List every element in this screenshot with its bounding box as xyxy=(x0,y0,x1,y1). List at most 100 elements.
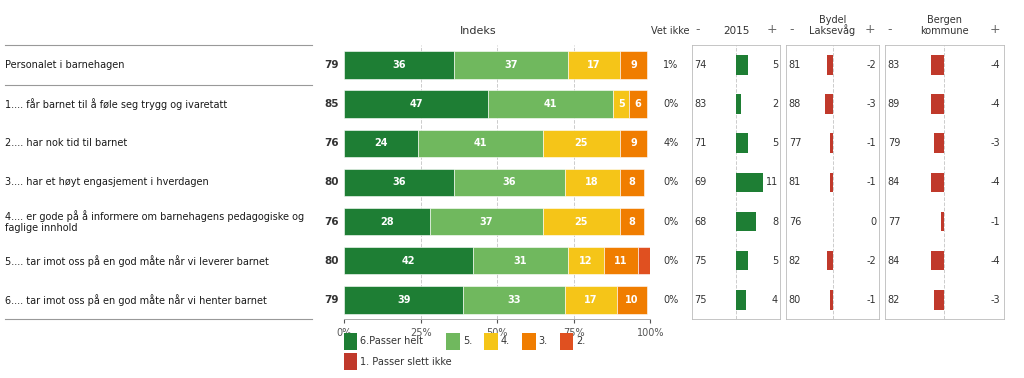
Text: 36: 36 xyxy=(392,60,406,70)
Bar xyxy=(344,286,464,313)
Bar xyxy=(827,55,833,75)
Text: 81: 81 xyxy=(788,177,801,187)
Text: -: - xyxy=(695,23,699,36)
Text: 5.: 5. xyxy=(463,336,472,346)
Text: -1: -1 xyxy=(866,138,877,148)
Bar xyxy=(830,290,833,310)
Text: 76: 76 xyxy=(325,217,339,226)
Text: 4%: 4% xyxy=(664,138,678,148)
Text: 5: 5 xyxy=(772,138,778,148)
Bar xyxy=(564,169,620,196)
Text: 0%: 0% xyxy=(664,177,678,187)
Text: 9: 9 xyxy=(630,138,637,148)
Text: 0%: 0% xyxy=(664,256,678,266)
Bar xyxy=(931,251,944,271)
Text: -4: -4 xyxy=(991,99,1000,109)
Text: 3.... har et høyt engasjement i hverdagen: 3.... har et høyt engasjement i hverdage… xyxy=(5,177,209,187)
Text: 75: 75 xyxy=(694,295,707,305)
Text: 77: 77 xyxy=(888,217,900,226)
Text: 80: 80 xyxy=(325,177,339,187)
Text: 84: 84 xyxy=(888,177,900,187)
Text: 41: 41 xyxy=(473,138,487,148)
Text: 79: 79 xyxy=(325,295,339,305)
Bar xyxy=(629,90,647,118)
Text: Indeks: Indeks xyxy=(460,26,496,36)
Text: 17: 17 xyxy=(587,60,600,70)
Text: 79: 79 xyxy=(888,138,900,148)
Text: -3: -3 xyxy=(991,138,1000,148)
Text: 4.... er gode på å informere om barnehagens pedagogiske og
faglige innhold: 4.... er gode på å informere om barnehag… xyxy=(5,210,304,233)
Text: -3: -3 xyxy=(866,99,877,109)
Bar xyxy=(473,247,567,274)
Bar xyxy=(488,90,613,118)
Text: Personalet i barnehagen: Personalet i barnehagen xyxy=(5,60,125,70)
Text: -4: -4 xyxy=(991,256,1000,266)
Bar xyxy=(344,130,418,157)
Bar xyxy=(464,286,564,313)
Bar xyxy=(736,290,745,310)
Bar xyxy=(620,130,647,157)
Text: 1%: 1% xyxy=(664,60,678,70)
Bar xyxy=(931,55,944,75)
Text: 0%: 0% xyxy=(664,99,678,109)
Bar xyxy=(736,94,741,114)
Text: 18: 18 xyxy=(586,177,599,187)
Text: Vet ikke: Vet ikke xyxy=(651,26,690,36)
Bar xyxy=(620,208,644,235)
Text: 68: 68 xyxy=(694,217,707,226)
Text: 5.... tar imot oss på en god måte når vi leverer barnet: 5.... tar imot oss på en god måte når vi… xyxy=(5,255,269,266)
Text: 6.Passer helt: 6.Passer helt xyxy=(360,336,424,346)
Text: 79: 79 xyxy=(325,60,339,70)
Text: 2.: 2. xyxy=(577,336,586,346)
Text: 25: 25 xyxy=(574,217,588,226)
Bar xyxy=(825,94,833,114)
Bar xyxy=(418,130,543,157)
Bar xyxy=(564,286,616,313)
Bar xyxy=(638,247,650,274)
Bar xyxy=(567,51,620,79)
Text: 80: 80 xyxy=(325,256,339,266)
Bar xyxy=(613,90,629,118)
Bar xyxy=(931,94,944,114)
Text: 76: 76 xyxy=(325,138,339,148)
Text: 0: 0 xyxy=(870,217,877,226)
Bar xyxy=(344,169,455,196)
Text: -1: -1 xyxy=(866,177,877,187)
Text: -4: -4 xyxy=(991,177,1000,187)
Text: -4: -4 xyxy=(991,60,1000,70)
Text: Bergen: Bergen xyxy=(927,15,962,25)
Text: 89: 89 xyxy=(888,99,900,109)
Text: 2: 2 xyxy=(772,99,778,109)
Text: +: + xyxy=(990,23,1000,36)
Text: 85: 85 xyxy=(325,99,339,109)
Text: 5: 5 xyxy=(772,60,778,70)
Text: 42: 42 xyxy=(401,256,415,266)
Text: 8: 8 xyxy=(629,177,635,187)
Bar xyxy=(934,133,944,153)
Text: 9: 9 xyxy=(630,60,637,70)
Bar xyxy=(830,133,833,153)
Text: 82: 82 xyxy=(888,295,900,305)
Bar xyxy=(830,173,833,192)
Text: -2: -2 xyxy=(866,256,877,266)
Bar xyxy=(736,251,749,271)
Bar xyxy=(604,247,638,274)
Bar xyxy=(736,55,749,75)
Text: 36: 36 xyxy=(503,177,516,187)
Bar xyxy=(344,208,430,235)
Text: 25: 25 xyxy=(574,138,588,148)
Text: 4.: 4. xyxy=(501,336,510,346)
Text: 0%: 0% xyxy=(664,295,678,305)
Bar xyxy=(736,173,763,192)
Text: 77: 77 xyxy=(788,138,801,148)
Text: -3: -3 xyxy=(991,295,1000,305)
Text: 71: 71 xyxy=(694,138,707,148)
Bar xyxy=(616,286,647,313)
Text: 2.... har nok tid til barnet: 2.... har nok tid til barnet xyxy=(5,138,127,148)
Text: +: + xyxy=(865,23,876,36)
Text: 5: 5 xyxy=(772,256,778,266)
Text: 33: 33 xyxy=(507,295,521,305)
Text: 28: 28 xyxy=(380,217,394,226)
Bar xyxy=(344,90,488,118)
Text: 4: 4 xyxy=(772,295,778,305)
